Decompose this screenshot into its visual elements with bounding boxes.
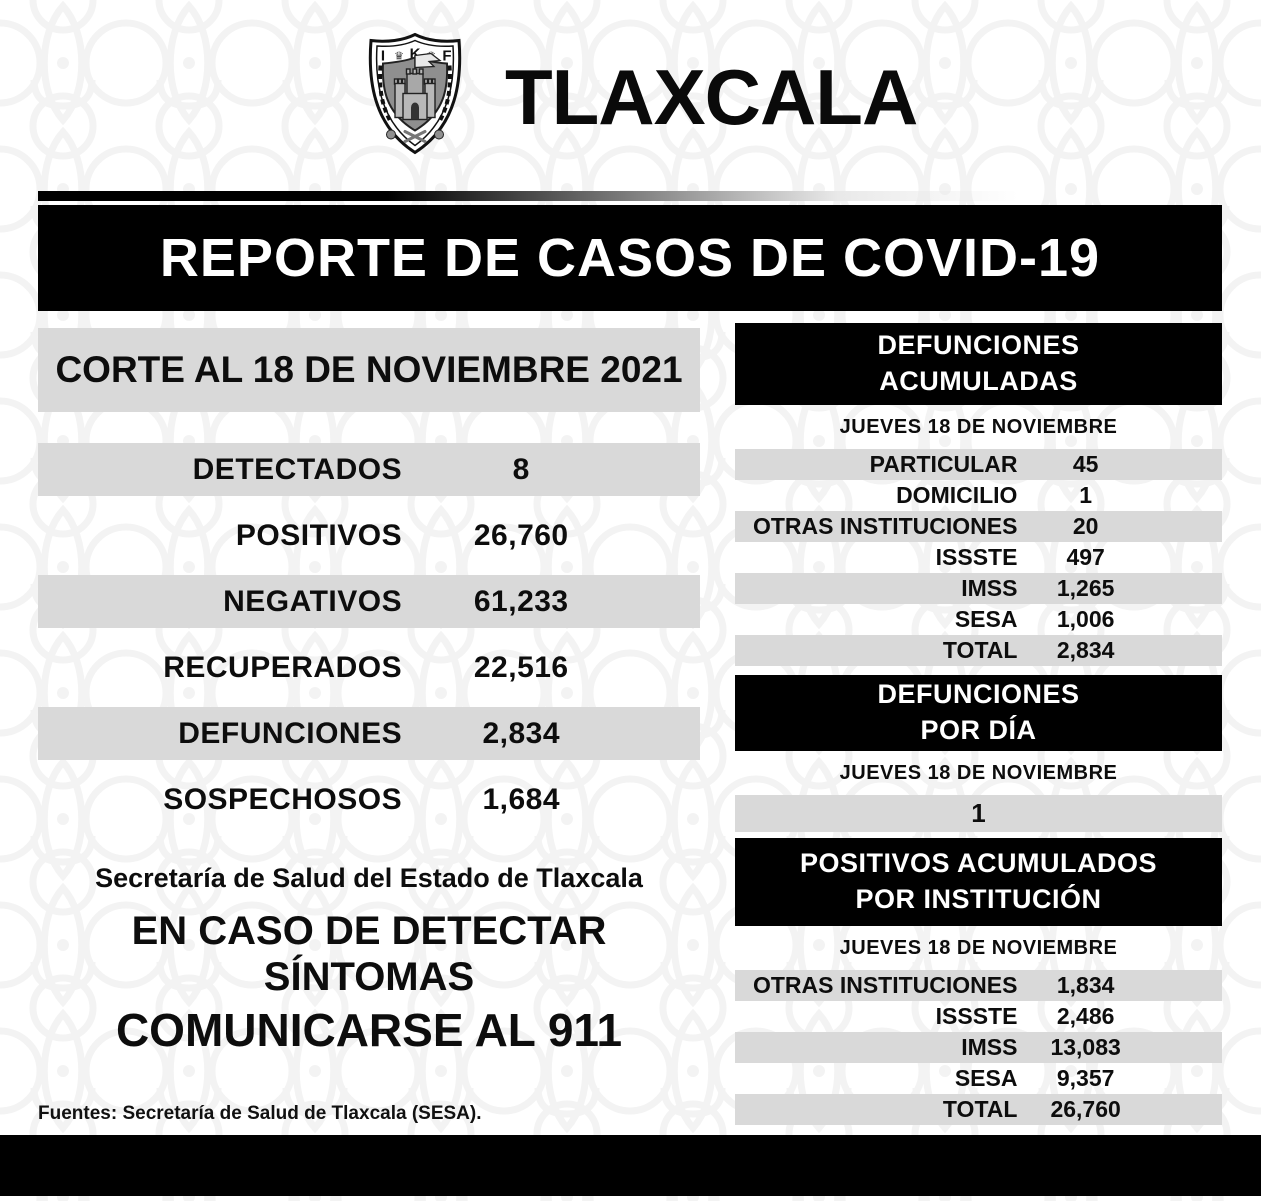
report-title: REPORTE DE CASOS DE COVID-19 (159, 228, 1101, 288)
table-row: ISSSTE 2,486 (735, 1001, 1222, 1032)
section-date: JUEVES 18 DE NOVIEMBRE (839, 937, 1118, 959)
row-value: 20 (1072, 513, 1099, 539)
report-title-banner: REPORTE DE CASOS DE COVID-19 (38, 205, 1222, 311)
section-title-line: POSITIVOS ACUMULADOS (799, 848, 1158, 879)
section-title-line: POR DÍA (920, 715, 1037, 745)
footer-bar (0, 1135, 1261, 1196)
logo-letter-f: F (442, 48, 451, 65)
table-row: NEGATIVOS 61,233 (38, 575, 700, 628)
section-title-line: POR INSTITUCIÓN (855, 884, 1102, 914)
stat-value: 22,516 (473, 650, 569, 684)
table-row: RECUPERADOS 22,516 (38, 641, 700, 694)
stat-label: DEFUNCIONES (178, 716, 403, 750)
deaths-cumulative-table: PARTICULAR 45 DOMICILIO 1 OTRAS INSTITUC… (735, 449, 1222, 666)
table-row: SESA 1,006 (735, 604, 1222, 635)
section-date: JUEVES 18 DE NOVIEMBRE (839, 762, 1118, 784)
row-label: IMSS (961, 1034, 1018, 1060)
stat-label: DETECTADOS (192, 452, 403, 486)
row-value: 1,265 (1056, 575, 1115, 601)
table-row: OTRAS INSTITUCIONES 20 (735, 511, 1222, 542)
left-column: CORTE AL 18 DE NOVIEMBRE 2021 DETECTADOS… (38, 328, 700, 1190)
section-title-line: ACUMULADAS (879, 366, 1078, 396)
row-label: OTRAS INSTITUCIONES (752, 972, 1018, 998)
tlaxcala-coat-of-arms: I ♛ K ♛ F (368, 32, 462, 155)
deaths-daily-header: DEFUNCIONES POR DÍA (735, 675, 1222, 751)
table-row: TOTAL 2,834 (735, 635, 1222, 666)
brand-title: TLAXCALA (505, 53, 918, 141)
table-row: POSITIVOS 26,760 (38, 509, 700, 562)
stat-value: 1,684 (482, 782, 561, 816)
row-value: 1 (1079, 482, 1093, 508)
table-row: SESA 9,357 (735, 1063, 1222, 1094)
row-label: SESA (954, 606, 1018, 632)
table-row: SOSPECHOSOS 1,684 (38, 773, 700, 826)
symptoms-notice-line2: COMUNICARSE AL 911 (115, 1004, 623, 1056)
row-label: TOTAL (942, 637, 1018, 663)
deaths-daily-value: 1 (735, 795, 1222, 832)
row-value: 13,083 (1050, 1034, 1121, 1060)
row-value: 26,760 (1050, 1096, 1121, 1122)
table-row: ISSSTE 497 (735, 542, 1222, 573)
statewide-stats-table: DETECTADOS 8 POSITIVOS 26,760 NEGATIVOS … (38, 443, 700, 826)
table-row: PARTICULAR 45 (735, 449, 1222, 480)
stat-value: 8 (512, 452, 530, 486)
stat-label: POSITIVOS (235, 518, 403, 552)
deaths-cumulative-header: DEFUNCIONES ACUMULADAS (735, 323, 1222, 405)
logo-letter-k: K (410, 46, 421, 63)
section-title-line: DEFUNCIONES (877, 330, 1080, 361)
row-label: ISSSTE (935, 544, 1018, 570)
row-label: ISSSTE (935, 1003, 1018, 1029)
table-row: DEFUNCIONES 2,834 (38, 707, 700, 760)
row-value: 9,357 (1056, 1065, 1115, 1091)
section-date: JUEVES 18 DE NOVIEMBRE (839, 416, 1118, 438)
row-label: TOTAL (942, 1096, 1018, 1122)
stat-value: 26,760 (473, 518, 569, 552)
stat-label: SOSPECHOSOS (163, 782, 403, 816)
right-column: DEFUNCIONES ACUMULADAS JUEVES 18 DE NOVI… (735, 323, 1222, 1125)
row-label: PARTICULAR (869, 451, 1018, 477)
table-row: IMSS 13,083 (735, 1032, 1222, 1063)
stat-label: RECUPERADOS (163, 650, 403, 684)
row-value: 1,006 (1056, 606, 1115, 632)
positives-by-institution-header: POSITIVOS ACUMULADOS POR INSTITUCIÓN (735, 838, 1222, 926)
positives-by-institution-table: OTRAS INSTITUCIONES 1,834 ISSSTE 2,486 I… (735, 970, 1222, 1125)
row-value: 497 (1066, 544, 1105, 570)
logo-letter-i: I (381, 48, 385, 65)
row-label: IMSS (961, 575, 1018, 601)
cutoff-date-bar: CORTE AL 18 DE NOVIEMBRE 2021 (38, 328, 700, 412)
table-row: DETECTADOS 8 (38, 443, 700, 496)
row-value: 2,486 (1056, 1003, 1115, 1029)
sources-line1: Fuentes: Secretaría de Salud de Tlaxcala… (38, 1102, 482, 1124)
row-label: SESA (954, 1065, 1018, 1091)
crown-icon: ♛ (394, 51, 404, 63)
row-value: 1,834 (1056, 972, 1115, 998)
gradient-divider (38, 191, 1038, 201)
row-label: DOMICILIO (896, 482, 1018, 508)
symptoms-notice-line1: EN CASO DE DETECTAR SÍNTOMAS (131, 909, 607, 999)
row-value: 2,834 (1056, 637, 1115, 663)
table-row: DOMICILIO 1 (735, 480, 1222, 511)
agency-name: Secretaría de Salud del Estado de Tlaxca… (95, 863, 643, 893)
section-title-line: DEFUNCIONES (877, 679, 1080, 710)
table-row: TOTAL 26,760 (735, 1094, 1222, 1125)
row-label: OTRAS INSTITUCIONES (752, 513, 1018, 539)
table-row: OTRAS INSTITUCIONES 1,834 (735, 970, 1222, 1001)
row-value: 45 (1072, 451, 1099, 477)
stat-label: NEGATIVOS (223, 584, 403, 618)
stat-value: 2,834 (482, 716, 561, 750)
stat-value: 61,233 (473, 584, 569, 618)
table-row: IMSS 1,265 (735, 573, 1222, 604)
